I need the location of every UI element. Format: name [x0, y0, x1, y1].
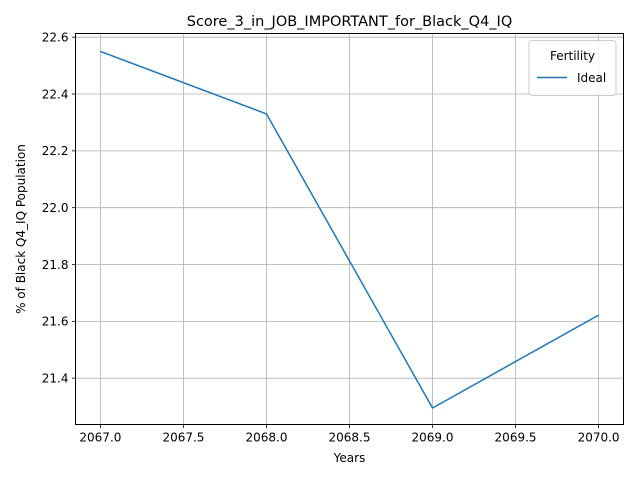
legend: Fertility Ideal — [528, 40, 617, 96]
x-tick-label: 2068.5 — [329, 431, 371, 445]
y-tick-label: 21.6 — [42, 315, 69, 329]
x-tick-label: 2069.5 — [495, 431, 537, 445]
y-tick-label: 22.2 — [42, 144, 69, 158]
legend-label-ideal: Ideal — [577, 71, 606, 85]
x-tick-label: 2069.0 — [412, 431, 454, 445]
y-tick-label: 22.4 — [42, 87, 69, 101]
legend-title: Fertility — [550, 49, 595, 63]
legend-box — [528, 40, 617, 96]
y-tick-label: 21.4 — [42, 371, 69, 385]
y-tick-label: 22.6 — [42, 30, 69, 44]
x-tick-label: 2067.0 — [79, 431, 121, 445]
x-tick-label: 2070.0 — [578, 431, 620, 445]
x-tick-label: 2068.0 — [245, 431, 287, 445]
series-layer — [100, 50, 599, 409]
y-tick-label: 22.0 — [42, 201, 69, 215]
x-tick-label: 2067.5 — [162, 431, 204, 445]
series-line-ideal — [100, 50, 599, 409]
chart-title: Score_3_in_JOB_IMPORTANT_for_Black_Q4_IQ — [187, 14, 513, 30]
y-tick-label: 21.8 — [42, 258, 69, 272]
x-axis-label: Years — [333, 451, 366, 465]
grid — [75, 33, 624, 425]
ticks: 2067.0 2067.5 2068.0 2068.5 2069.0 2069.5 2070… — [42, 30, 620, 444]
y-axis-label: % of Black Q4_IQ Population — [14, 144, 28, 314]
